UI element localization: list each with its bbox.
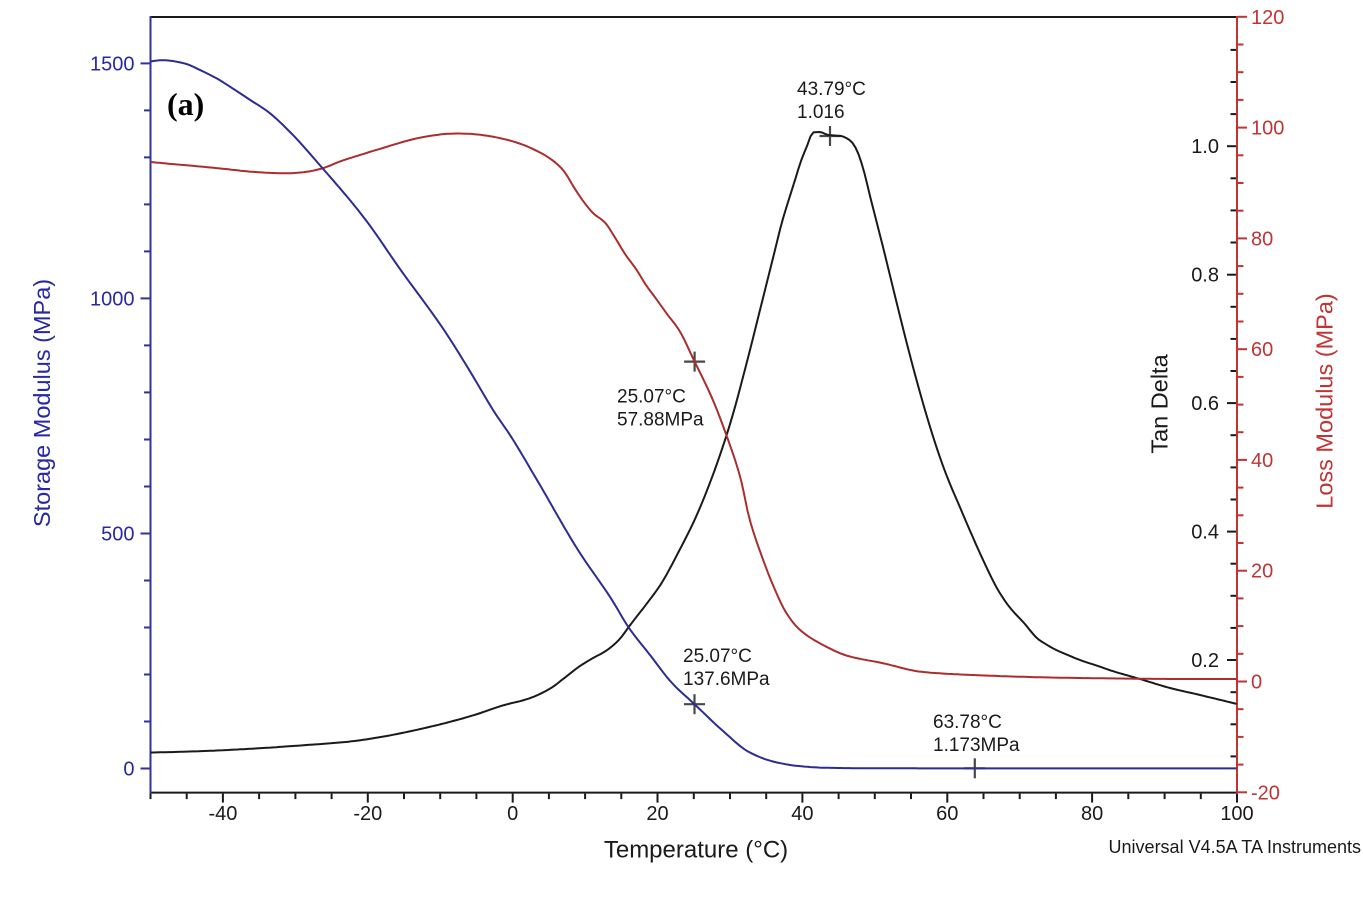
svg-text:25.07°C: 25.07°C: [683, 646, 752, 667]
svg-text:1.173MPa: 1.173MPa: [933, 735, 1020, 756]
svg-text:80: 80: [1081, 803, 1103, 825]
svg-text:60: 60: [1251, 339, 1273, 361]
svg-text:100: 100: [1220, 803, 1253, 825]
svg-text:Temperature (°C): Temperature (°C): [604, 837, 788, 864]
svg-text:-20: -20: [1251, 782, 1280, 804]
svg-text:Universal V4.5A TA Instruments: Universal V4.5A TA Instruments: [1109, 837, 1361, 857]
svg-text:Storage Modulus (MPa): Storage Modulus (MPa): [29, 279, 55, 527]
svg-text:40: 40: [1251, 450, 1273, 472]
svg-text:(a): (a): [167, 86, 204, 122]
svg-text:0.8: 0.8: [1191, 265, 1219, 287]
svg-text:Tan Delta: Tan Delta: [1147, 353, 1173, 453]
svg-text:Loss Modulus (MPa): Loss Modulus (MPa): [1312, 293, 1338, 509]
svg-text:-40: -40: [208, 803, 237, 825]
svg-text:60: 60: [936, 803, 958, 825]
svg-text:100: 100: [1251, 118, 1284, 140]
svg-text:500: 500: [101, 524, 134, 546]
svg-text:20: 20: [646, 803, 668, 825]
svg-text:0.4: 0.4: [1191, 522, 1219, 544]
svg-text:63.78°C: 63.78°C: [933, 712, 1002, 733]
svg-text:0: 0: [1251, 672, 1262, 694]
svg-text:0.6: 0.6: [1191, 393, 1219, 415]
svg-text:80: 80: [1251, 228, 1273, 250]
svg-text:0.2: 0.2: [1191, 650, 1219, 672]
svg-text:20: 20: [1251, 561, 1273, 583]
svg-text:1000: 1000: [90, 288, 135, 310]
svg-text:1500: 1500: [90, 53, 135, 75]
svg-text:1.016: 1.016: [797, 102, 845, 123]
svg-text:137.6MPa: 137.6MPa: [683, 669, 770, 690]
svg-text:0: 0: [507, 803, 518, 825]
svg-text:120: 120: [1251, 7, 1284, 29]
svg-text:43.79°C: 43.79°C: [797, 79, 866, 100]
svg-text:0: 0: [123, 759, 134, 781]
svg-text:40: 40: [791, 803, 813, 825]
svg-text:1.0: 1.0: [1191, 136, 1219, 158]
svg-text:25.07°C: 25.07°C: [617, 386, 686, 407]
svg-text:57.88MPa: 57.88MPa: [617, 409, 704, 430]
svg-text:-20: -20: [353, 803, 382, 825]
